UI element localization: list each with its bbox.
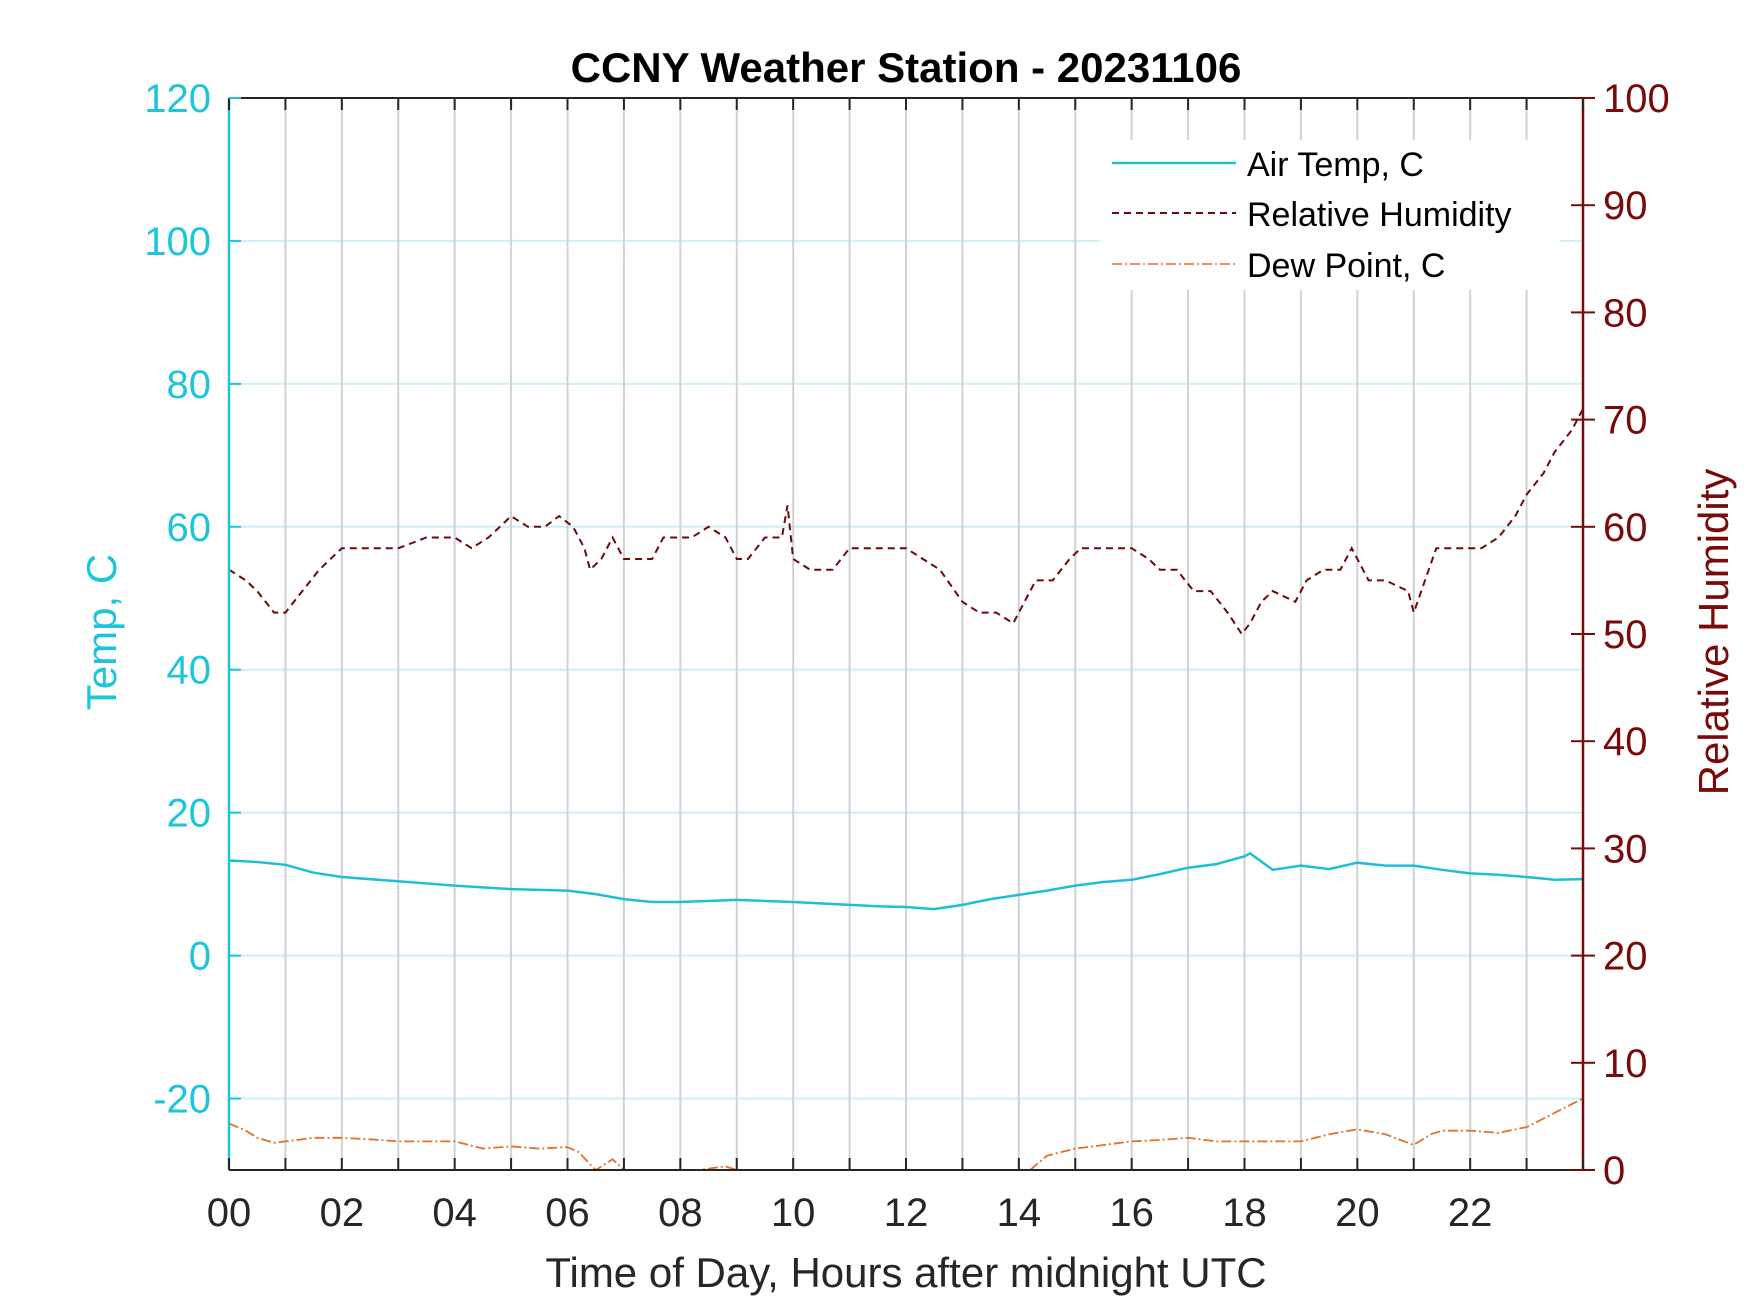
legend-label-dew-point: Dew Point, C	[1247, 247, 1445, 285]
x-tick-label: 22	[1448, 1191, 1493, 1235]
y-left-tick-label: 40	[167, 649, 212, 693]
legend: Air Temp, C Relative Humidity Dew Point,…	[1100, 140, 1560, 290]
grid	[229, 98, 1583, 1170]
y-right-tick-label: 40	[1603, 720, 1648, 764]
y-left-tick-label: 80	[167, 363, 212, 407]
y-left-tick-label: 0	[189, 935, 211, 979]
series-layer	[229, 408, 1583, 1170]
x-tick-label: 12	[884, 1191, 929, 1235]
y-left-tick-label: 20	[167, 792, 212, 836]
series-line-air-temp	[229, 851, 1583, 911]
axes: 00 02 04 06 08 10 12 14 16 18 20 22-200204060801001…	[144, 77, 1670, 1235]
y-right-tick-label: 10	[1603, 1042, 1648, 1086]
y-right-tick-label: 50	[1603, 613, 1648, 657]
chart-title: CCNY Weather Station - 20231106	[571, 44, 1242, 91]
y-left-tick-label: 120	[144, 77, 211, 121]
y-right-tick-label: 0	[1603, 1149, 1625, 1193]
series-line-relative-humidity	[229, 408, 1583, 636]
x-tick-label: 16	[1109, 1191, 1154, 1235]
x-tick-label: 08	[658, 1191, 703, 1235]
y-left-tick-label: -20	[153, 1078, 211, 1122]
y-axis-left-label: Temp, C	[78, 554, 125, 710]
y-axis-right-label: Relative Humidity	[1690, 469, 1737, 796]
y-left-tick-label: 100	[144, 220, 211, 264]
x-tick-label: 06	[545, 1191, 590, 1235]
x-axis-label: Time of Day, Hours after midnight UTC	[545, 1249, 1266, 1296]
legend-label-air-temp: Air Temp, C	[1247, 146, 1424, 184]
y-right-tick-label: 90	[1603, 184, 1648, 228]
y-right-tick-label: 60	[1603, 506, 1648, 550]
y-right-tick-label: 20	[1603, 935, 1648, 979]
x-tick-label: 00	[207, 1191, 252, 1235]
x-tick-label: 20	[1335, 1191, 1380, 1235]
legend-box	[1100, 140, 1560, 290]
x-tick-label: 04	[432, 1191, 477, 1235]
y-right-tick-label: 70	[1603, 399, 1648, 443]
y-right-tick-label: 100	[1603, 77, 1670, 121]
x-tick-label: 14	[997, 1191, 1042, 1235]
y-right-tick-label: 80	[1603, 291, 1648, 335]
series-line-dew-point	[229, 1097, 1583, 1170]
y-right-tick-label: 30	[1603, 827, 1648, 871]
legend-label-relative-humidity: Relative Humidity	[1247, 196, 1512, 234]
y-left-tick-label: 60	[167, 506, 212, 550]
x-tick-label: 18	[1222, 1191, 1267, 1235]
x-tick-label: 02	[320, 1191, 365, 1235]
x-tick-label: 10	[771, 1191, 816, 1235]
